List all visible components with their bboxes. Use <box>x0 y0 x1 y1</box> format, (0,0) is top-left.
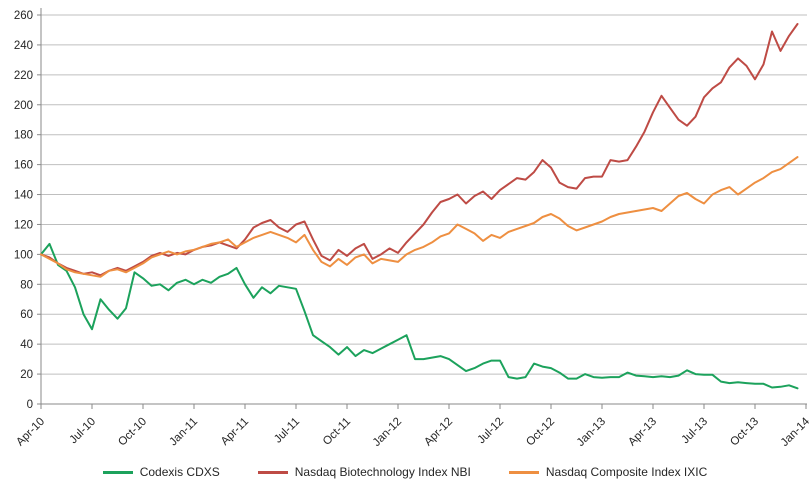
x-axis-label: Apr-13 <box>626 416 659 449</box>
x-axis-label: Apr-12 <box>422 416 455 449</box>
y-axis-label: 120 <box>14 219 33 231</box>
y-axis-label: 100 <box>14 249 33 261</box>
series-line-codexis-cdxs <box>40 242 799 390</box>
performance-line-chart: 0 20 40 60 80 100 120 140 160 180 200 220 240 260 Apr-… <box>14 8 810 449</box>
plot-area-wrap: 0 20 40 60 80 100 120 140 160 180 200 220 240 260 Apr-… <box>14 8 810 449</box>
series-line-nasdaq-composite-index-ixic <box>40 156 799 278</box>
x-axis-label: Jan-13 <box>575 416 608 449</box>
y-axis-label: 180 <box>14 130 33 142</box>
legend-label: Codexis CDXS <box>139 465 220 479</box>
x-axis-label: Jan-14 <box>779 415 810 449</box>
y-axis-label: 60 <box>20 309 33 321</box>
legend-item-codexis-cdxs: Codexis CDXS <box>102 465 220 479</box>
y-axis-label: 140 <box>14 190 33 202</box>
x-axis-label: Apr-11 <box>219 416 251 448</box>
y-axis-label: 240 <box>14 40 33 52</box>
x-axis-label: Oct-11 <box>321 416 353 448</box>
x-axis-label: Jul-11 <box>272 416 302 446</box>
y-axis-label: 160 <box>14 160 33 172</box>
y-axis-label: 220 <box>14 70 33 82</box>
legend-swatch-red-line <box>257 470 288 474</box>
x-axis-label: Oct-12 <box>524 416 557 449</box>
x-axis-label: Jul-13 <box>679 416 710 447</box>
legend-label: Nasdaq Biotechnology Index NBI <box>294 465 471 479</box>
legend-item-nasdaq-composite-ixic: Nasdaq Composite Index IXIC <box>508 465 708 479</box>
series-line-nasdaq-biotechnology-index-nbi <box>40 23 799 277</box>
legend-swatch-green-line <box>102 470 133 474</box>
y-axis-label: 20 <box>20 369 33 381</box>
y-axis-label: 200 <box>14 100 33 112</box>
x-axis-label: Jul-10 <box>67 416 98 447</box>
x-axis-label: Jan-12 <box>371 416 404 449</box>
x-axis-label: Jan-11 <box>167 416 200 449</box>
y-axis-label: 260 <box>14 10 33 22</box>
chart-legend: Codexis CDXS Nasdaq Biotechnology Index … <box>0 452 810 492</box>
legend-label: Nasdaq Composite Index IXIC <box>545 465 708 479</box>
legend-item-nasdaq-biotech-nbi: Nasdaq Biotechnology Index NBI <box>257 465 471 479</box>
x-axis-label: Apr-10 <box>14 416 47 449</box>
x-axis-label: Oct-13 <box>728 416 761 449</box>
y-axis-label: 80 <box>20 279 33 291</box>
y-axis-label: 0 <box>27 399 33 411</box>
legend-swatch-orange-line <box>508 470 539 474</box>
y-axis-label: 40 <box>20 339 33 351</box>
x-axis-label: Oct-10 <box>116 416 149 449</box>
x-axis-label: Jul-12 <box>475 416 506 447</box>
